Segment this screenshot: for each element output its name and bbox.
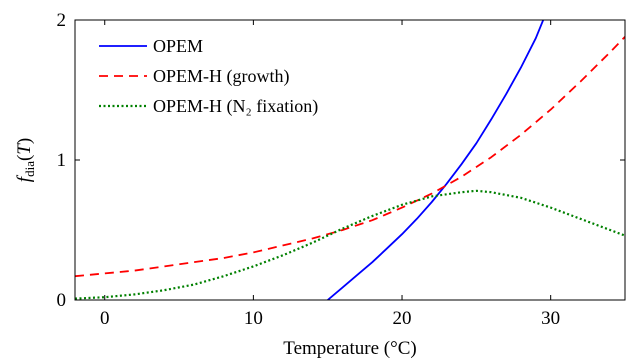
series-line-1 xyxy=(75,36,625,278)
y-tick-label: 0 xyxy=(57,290,67,311)
y-axis-label-sub: dia xyxy=(22,161,37,177)
legend-label-opem-h-n2: OPEM-H (N₂ fixation) xyxy=(153,96,318,117)
x-tick-label: 20 xyxy=(393,308,412,329)
y-axis-label-f: f xyxy=(14,174,35,182)
y-axis-label-t: T xyxy=(14,143,35,155)
plot-frame xyxy=(74,19,626,301)
x-tick-label: 30 xyxy=(541,308,560,329)
x-tick-label: 10 xyxy=(244,308,263,329)
y-ticks: 0 1 2 xyxy=(57,10,625,311)
legend-label-opem: OPEM xyxy=(153,36,203,56)
series-line-0 xyxy=(327,20,545,300)
x-ticks: 0 10 20 30 xyxy=(100,20,560,329)
y-axis-label-arg: ( xyxy=(14,155,35,161)
curves-layer xyxy=(75,20,625,300)
legend-label-opem-h-growth: OPEM-H (growth) xyxy=(153,66,290,87)
x-tick-label: 0 xyxy=(100,308,110,329)
y-tick-label: 1 xyxy=(57,150,67,171)
x-axis-label: Temperature (°C) xyxy=(283,338,416,359)
y-tick-label: 2 xyxy=(57,10,67,31)
legend: OPEM OPEM-H (growth) OPEM-H (N₂ fixation… xyxy=(99,36,318,117)
series-line-2 xyxy=(75,189,625,300)
y-axis-label: fdia(T) xyxy=(14,138,37,182)
